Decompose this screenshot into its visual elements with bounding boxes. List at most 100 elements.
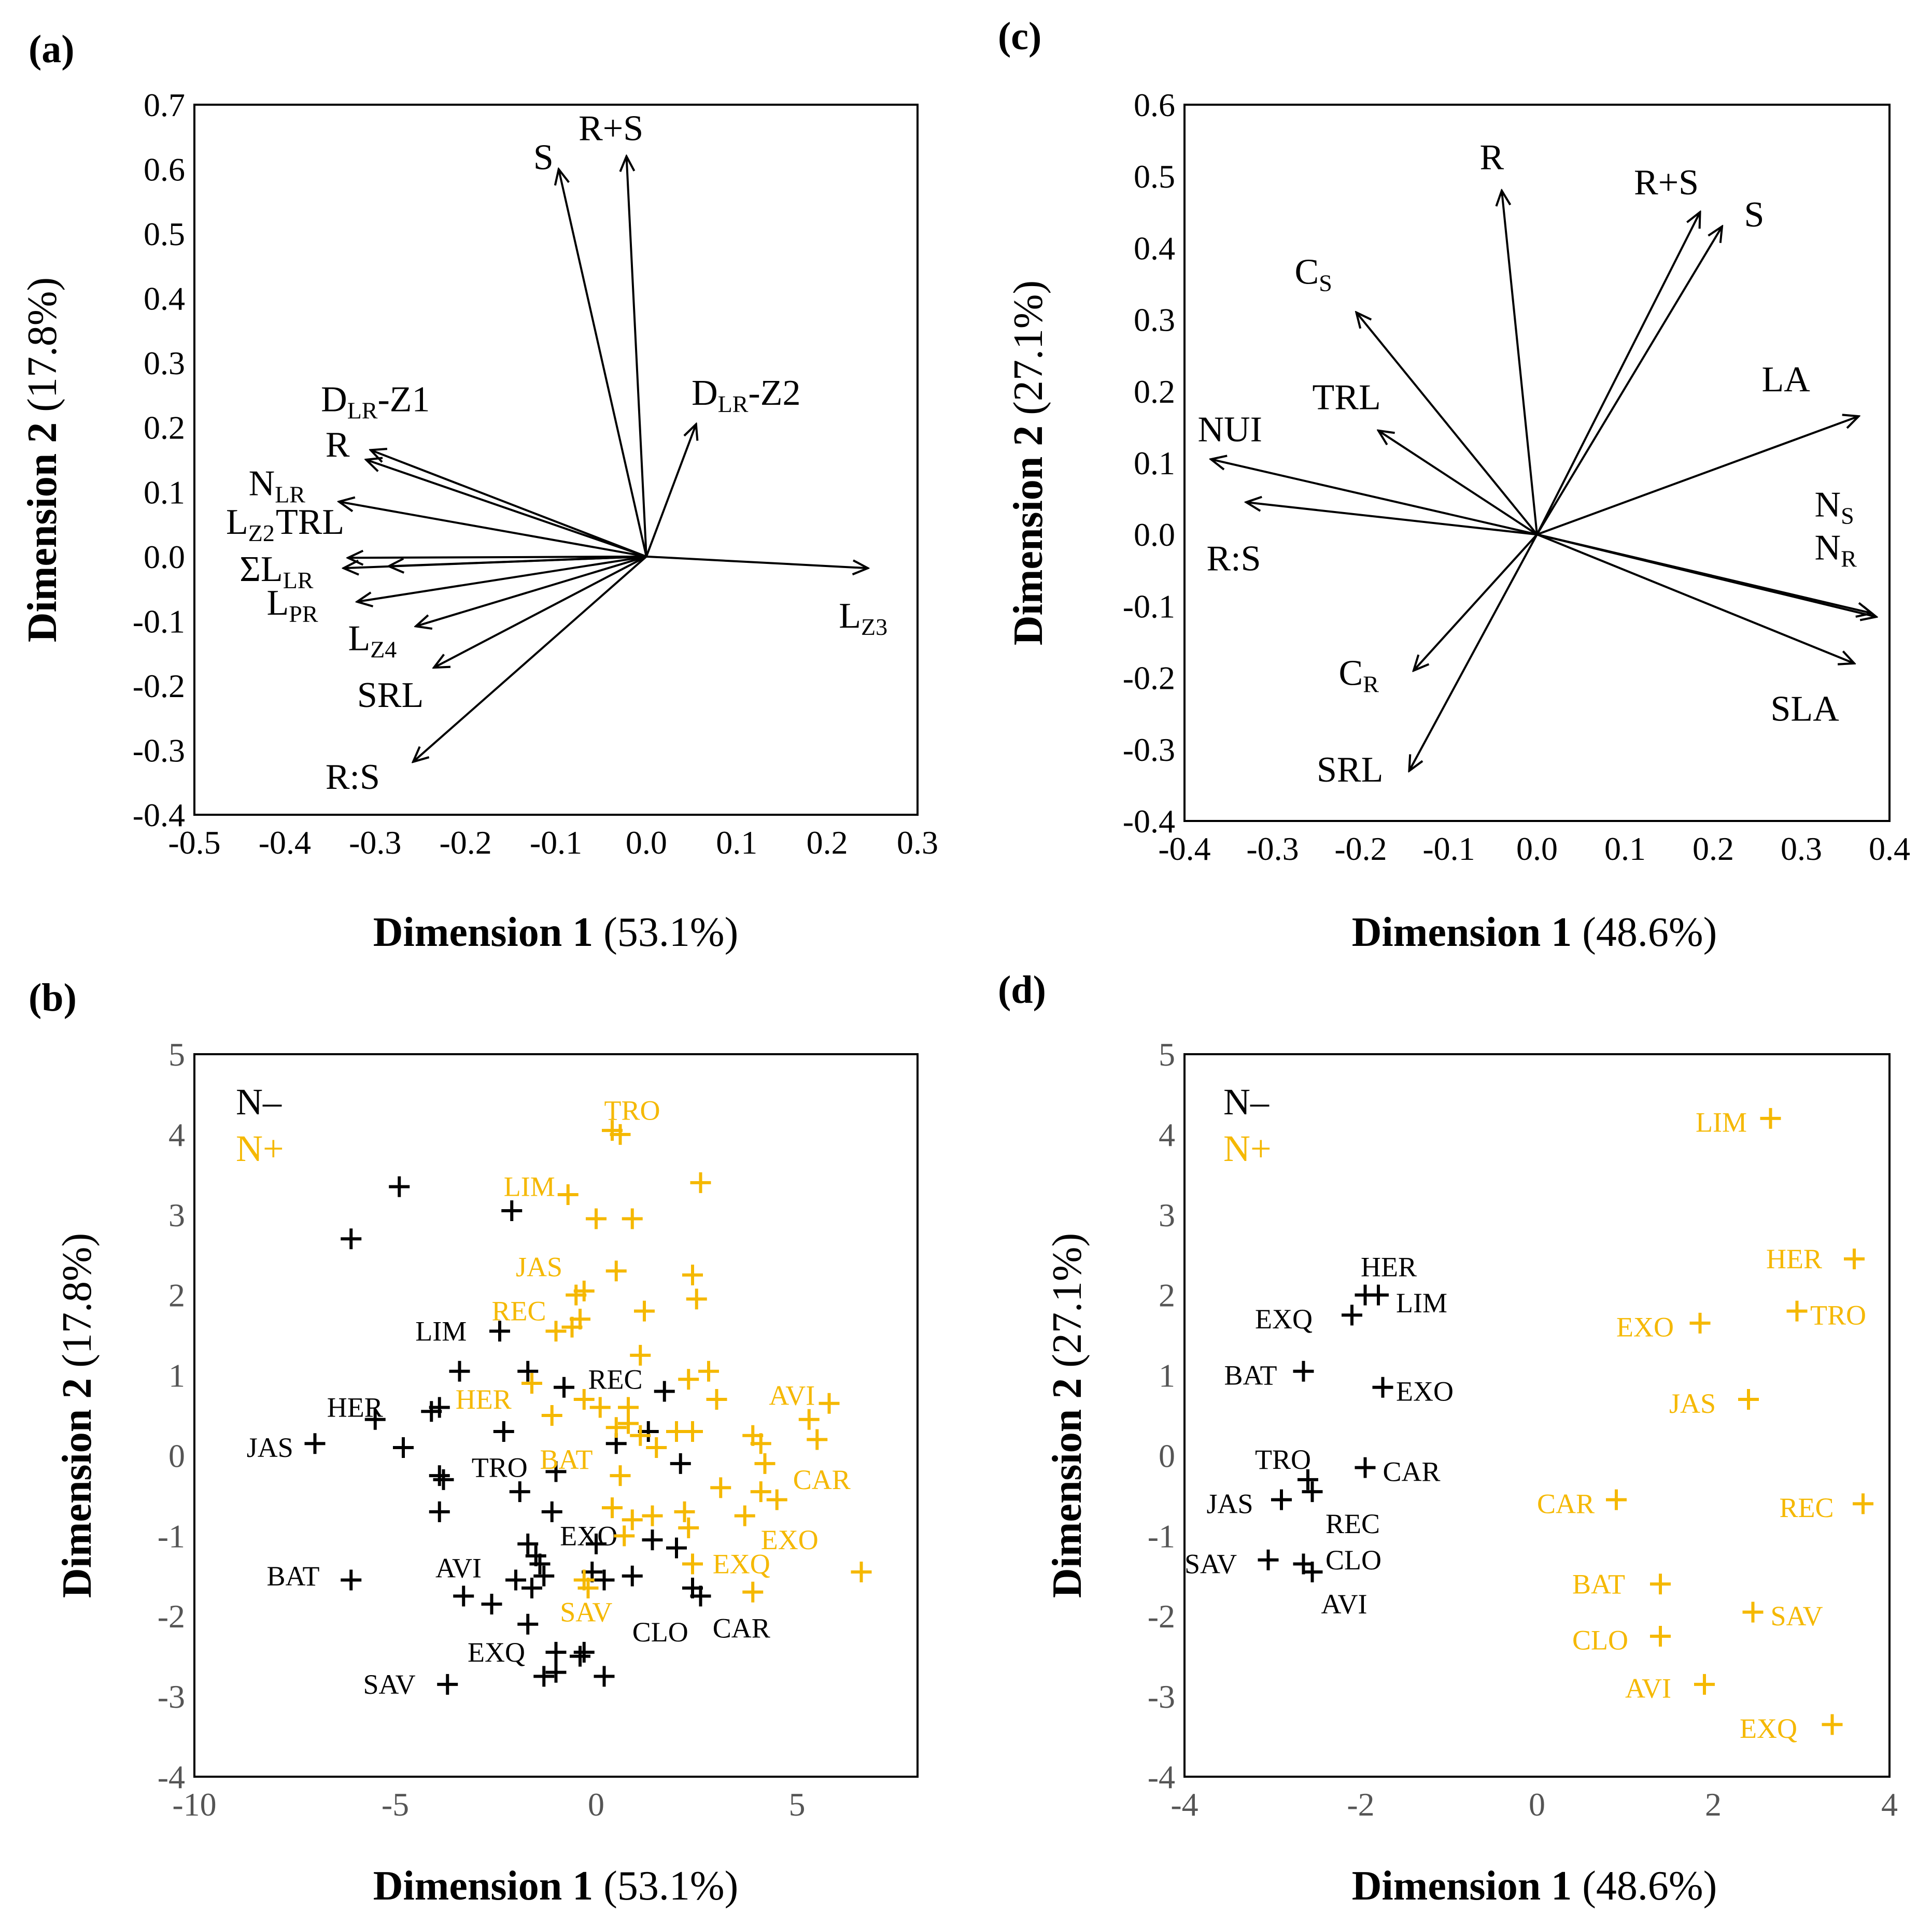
score-point	[533, 1666, 555, 1687]
score-point	[1355, 1457, 1376, 1478]
score-point	[517, 1361, 539, 1382]
y-tick-label: -0.3	[1123, 731, 1175, 768]
score-point	[1302, 1562, 1323, 1583]
vector-arrow-cs	[1357, 313, 1538, 535]
score-point	[389, 1176, 410, 1197]
point-label-exq: EXQ	[1255, 1303, 1313, 1335]
score-point	[1271, 1489, 1292, 1510]
score-point	[682, 1553, 703, 1575]
vector-label-text: L	[839, 596, 861, 636]
score-point	[1606, 1489, 1627, 1510]
x-tick-label: 2	[1705, 1786, 1722, 1823]
plot-frame	[193, 1053, 919, 1778]
point-label-bat: BAT	[267, 1561, 320, 1592]
score-point	[706, 1389, 727, 1410]
score-point	[742, 1581, 764, 1603]
y-axis-title-text: Dimension 2	[20, 422, 65, 643]
score-point	[341, 1569, 362, 1591]
vector-label-subscript: LR	[718, 391, 749, 417]
score-point	[654, 1381, 675, 1402]
series-n-minus: LIM HER JAS REC TRO EXO AVI BAT CLO CAR EXQ SAV	[247, 1176, 770, 1700]
point-label-exq: EXQ	[468, 1637, 525, 1668]
x-axis-title: Dimension 1 (53.1%)	[373, 1863, 738, 1909]
point-label-jas: JAS	[1669, 1388, 1716, 1419]
point-label-bat: BAT	[1224, 1360, 1277, 1391]
score-point	[1650, 1574, 1671, 1595]
vector-label-text: R	[326, 425, 350, 465]
vector-label-text: C	[1295, 252, 1319, 292]
plot-frame	[193, 104, 919, 816]
y-tick-label: 3	[1159, 1197, 1175, 1234]
score-point	[1258, 1549, 1279, 1570]
y-tick-label: 0.7	[144, 87, 185, 123]
score-point	[610, 1465, 631, 1486]
score-point	[1853, 1493, 1873, 1514]
score-point	[1368, 1284, 1389, 1306]
score-point	[594, 1569, 615, 1591]
x-tick-label: 0.2	[807, 824, 848, 861]
score-point	[517, 1613, 539, 1635]
score-point	[541, 1405, 562, 1426]
y-axis-title: Dimension 2 (17.8%)	[20, 277, 65, 642]
x-axis-title-pct: (53.1%)	[603, 910, 738, 955]
y-axis-title: Dimension 2 (27.1%)	[1006, 280, 1051, 645]
vector-label-text: N	[249, 464, 275, 504]
vector-label-text: R	[1480, 137, 1504, 177]
y-tick-label: 0.0	[144, 539, 185, 575]
vector-label-subscript: PR	[289, 601, 318, 627]
y-tick-label: 0.2	[1134, 373, 1175, 410]
y-tick-label: 4	[1159, 1116, 1175, 1153]
legend: N– N+	[1223, 1081, 1272, 1169]
score-point	[666, 1537, 687, 1558]
x-tick-label: -0.2	[1334, 830, 1387, 867]
y-tick-label: 0.1	[144, 474, 185, 511]
score-point	[557, 1184, 579, 1206]
panel-d: (d) -4 -2 0 2 4 -4 -3 -2 -1 0 1 2 3 4 5 HER LIM EXQ BAT E…	[998, 968, 1898, 1909]
point-label-her: HER	[1766, 1243, 1822, 1274]
point-label-clo: CLO	[1325, 1545, 1381, 1576]
x-tick-label: 0	[588, 1786, 604, 1823]
x-tick-label: -5	[382, 1786, 409, 1823]
score-point	[690, 1172, 711, 1193]
x-tick-label: 0.4	[1869, 830, 1910, 867]
vector-label-text: N	[1815, 528, 1841, 568]
vector-label-text: R:S	[326, 757, 380, 797]
vector-arrow-r	[1502, 191, 1538, 535]
score-point	[670, 1453, 691, 1474]
vector-label-subscript: R	[1363, 671, 1379, 697]
point-label-tro: TRO	[1255, 1444, 1311, 1475]
score-point	[682, 1421, 703, 1442]
x-axis-title-text: Dimension 1	[373, 1863, 594, 1909]
score-point	[1694, 1674, 1715, 1695]
score-point	[682, 1264, 703, 1285]
vector-arrow-r-s	[1536, 212, 1700, 535]
vector-label-subscript: LR	[347, 398, 378, 424]
y-tick-label: 0.0	[1134, 516, 1175, 553]
vector-label-s: S	[1744, 195, 1765, 235]
score-point	[501, 1200, 523, 1222]
score-point	[577, 1578, 599, 1599]
x-tick-labels: -10 -5 0 5	[172, 1786, 805, 1823]
y-tick-label: 4	[168, 1116, 185, 1153]
point-label-exq: EXQ	[713, 1549, 770, 1580]
point-label-her: HER	[1361, 1251, 1417, 1282]
score-point	[437, 1674, 458, 1695]
point-label-bat: BAT	[540, 1444, 593, 1475]
vector-label-text: SRL	[357, 675, 424, 715]
point-label-her: HER	[456, 1384, 512, 1415]
point-label-rec: REC	[588, 1364, 643, 1395]
vector-label-llr: ΣLLR	[239, 549, 314, 593]
score-point	[364, 1409, 386, 1430]
score-point	[610, 1124, 631, 1145]
vector-label-text: C	[1339, 653, 1363, 693]
score-point	[1742, 1602, 1764, 1623]
vector-arrow-lz3	[646, 555, 868, 568]
legend-entry-n-minus: N–	[236, 1081, 282, 1123]
score-point	[750, 1433, 771, 1454]
point-label-tro: TRO	[604, 1095, 660, 1126]
